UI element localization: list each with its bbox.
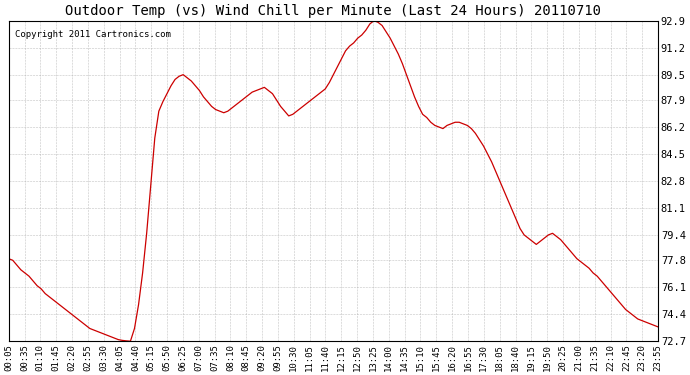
Text: Copyright 2011 Cartronics.com: Copyright 2011 Cartronics.com: [15, 30, 171, 39]
Title: Outdoor Temp (vs) Wind Chill per Minute (Last 24 Hours) 20110710: Outdoor Temp (vs) Wind Chill per Minute …: [66, 4, 602, 18]
